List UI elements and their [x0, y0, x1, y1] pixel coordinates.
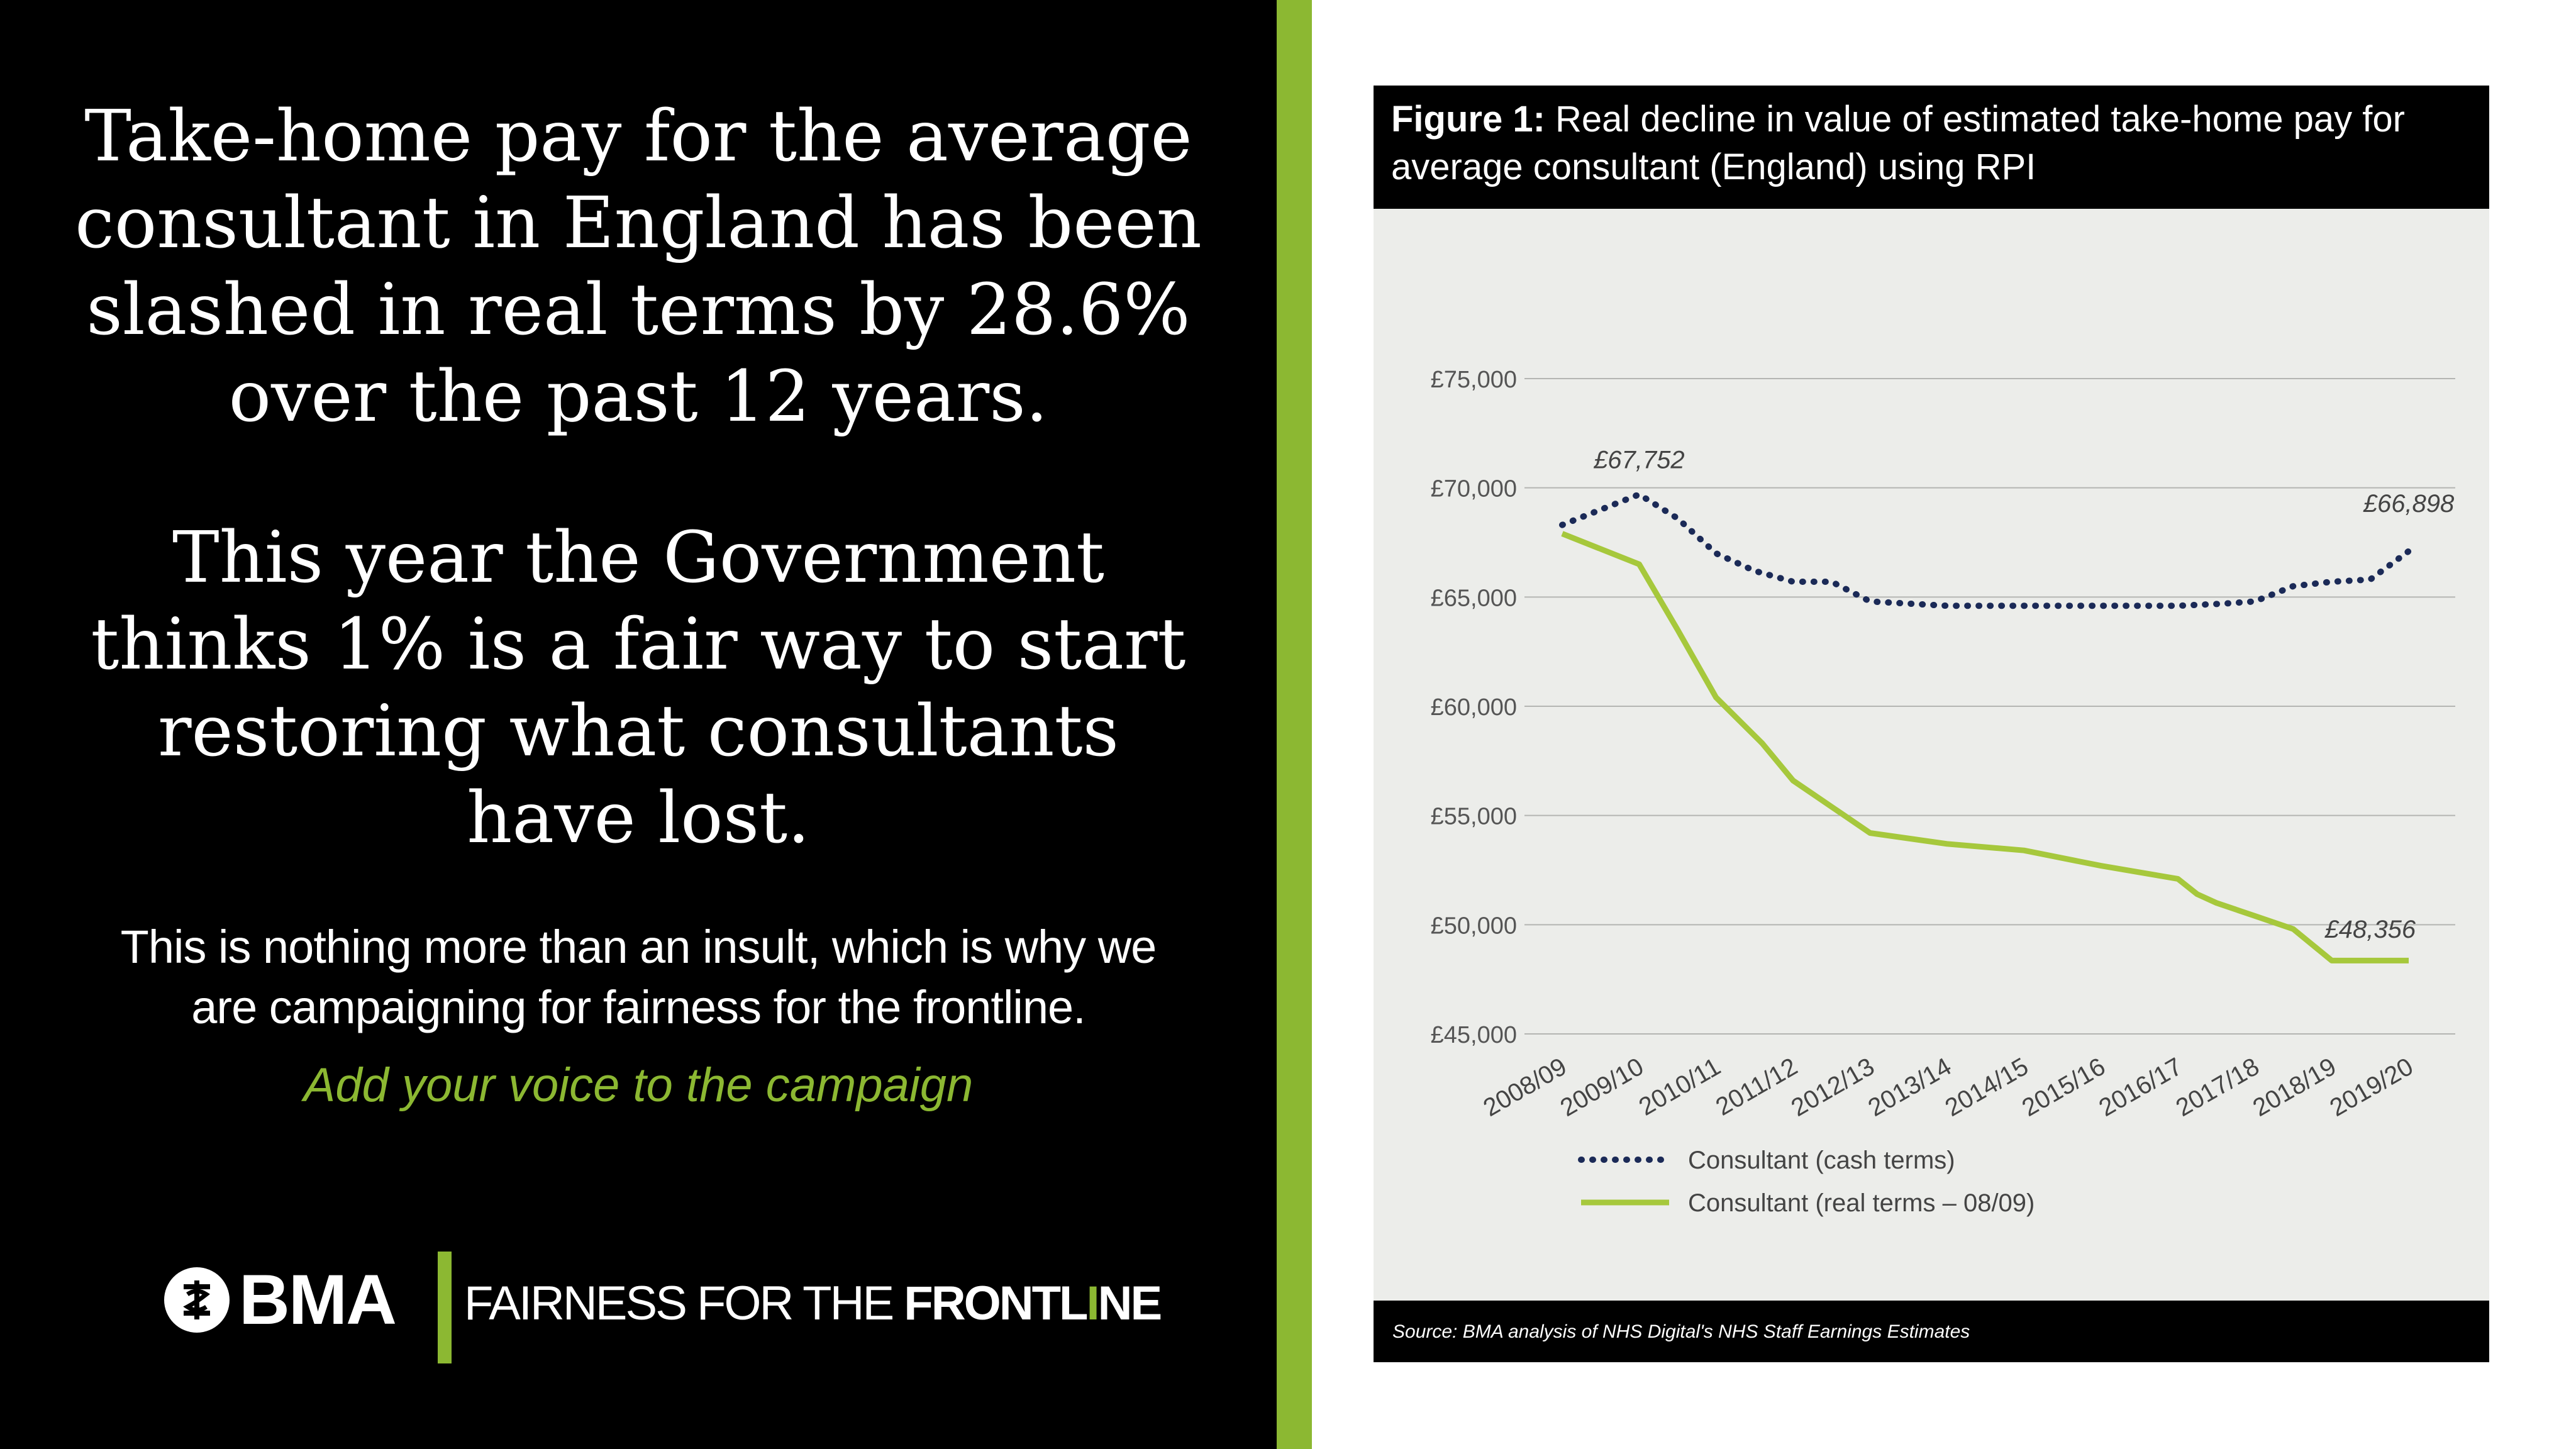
brand-logo: BMA FAIRNESS FOR THE FRONTLINE [162, 1252, 1169, 1365]
data-label: £66,898 [2363, 490, 2455, 518]
figure-title: Figure 1: Real decline in value of estim… [1391, 96, 2473, 191]
divider-stripe [1277, 0, 1312, 1449]
campaign-link[interactable]: Add your voice to the campaign [303, 1058, 974, 1112]
body-line: are campaigning for fairness for the fro… [191, 981, 1085, 1033]
figure-header: Figure 1: Real decline in value of estim… [1374, 86, 2489, 209]
body-text: This is nothing more than an insult, whi… [38, 917, 1239, 1038]
message-panel: Take-home pay for the average consultant… [0, 0, 1277, 1449]
campaign-tagline: FAIRNESS FOR THE FRONTLINE [464, 1275, 1163, 1332]
x-tick-label: 2008/09 [1479, 1053, 1571, 1122]
tagline-accent-letter: I [1086, 1277, 1099, 1330]
legend-label: Consultant (real terms – 08/09) [1688, 1189, 2035, 1217]
data-label: £48,356 [2324, 916, 2416, 943]
data-label: £67,752 [1593, 446, 1685, 474]
x-tick-label: 2010/11 [1635, 1053, 1726, 1121]
series-line-real [1561, 531, 2409, 963]
figure-footer: Source: BMA analysis of NHS Digital's NH… [1374, 1301, 2489, 1362]
y-tick-label: £60,000 [1431, 694, 1517, 721]
figure-title-text: Real decline in value of estimated take-… [1391, 99, 2405, 187]
series-line-cash [1559, 491, 2412, 609]
x-tick-label: 2013/14 [1863, 1053, 1956, 1122]
legend-label: Consultant (cash terms) [1688, 1146, 1955, 1174]
headline-line: This year the Government [172, 517, 1104, 599]
headline-line: consultant in England has been [75, 182, 1202, 264]
y-tick-label: £65,000 [1431, 585, 1517, 611]
figure-source: Source: BMA analysis of NHS Digital's NH… [1392, 1321, 1970, 1342]
tagline-bold: FRONTL [904, 1277, 1088, 1330]
figure-card: Figure 1: Real decline in value of estim… [1374, 86, 2489, 1362]
x-tick-label: 2019/20 [2325, 1053, 2418, 1122]
x-tick-label: 2015/16 [2018, 1053, 2110, 1122]
bma-emblem-icon [164, 1267, 230, 1333]
headline-line: Take-home pay for the average [84, 96, 1192, 177]
y-tick-label: £75,000 [1431, 367, 1517, 393]
headline-line: have lost. [467, 777, 810, 859]
y-tick-label: £70,000 [1431, 476, 1517, 502]
tagline-light: FAIRNESS FOR THE [464, 1277, 904, 1330]
x-tick-label: 2016/17 [2094, 1053, 2187, 1122]
logo-divider [438, 1252, 452, 1363]
headline-line: over the past 12 years. [228, 356, 1048, 438]
headline-government: This year the Government thinks 1% is a … [38, 514, 1239, 862]
x-tick-label: 2018/19 [2248, 1053, 2341, 1122]
x-tick-label: 2011/12 [1711, 1053, 1802, 1121]
y-tick-label: £55,000 [1431, 804, 1517, 830]
headline-line: slashed in real terms by 28.6% [86, 269, 1191, 351]
headline-line: restoring what consultants [157, 691, 1119, 772]
y-tick-label: £50,000 [1431, 913, 1517, 939]
y-tick-label: £45,000 [1431, 1022, 1517, 1048]
headline-pay-cut: Take-home pay for the average consultant… [38, 93, 1239, 440]
x-tick-label: 2017/18 [2172, 1053, 2264, 1122]
bma-wordmark: BMA [239, 1260, 397, 1339]
tagline-bold-end: NE [1097, 1277, 1163, 1330]
headline-line: thinks 1% is a fair way to start [91, 604, 1186, 686]
figure-label: Figure 1: [1391, 99, 1545, 140]
x-tick-label: 2014/15 [1940, 1053, 2033, 1122]
body-line: This is nothing more than an insult, whi… [120, 921, 1157, 973]
x-tick-label: 2012/13 [1787, 1053, 1879, 1122]
x-tick-label: 2009/10 [1556, 1053, 1648, 1122]
line-chart: £75,000 £70,000 £65,000 £60,000 £55,000 £50,0… [1431, 367, 2455, 1217]
